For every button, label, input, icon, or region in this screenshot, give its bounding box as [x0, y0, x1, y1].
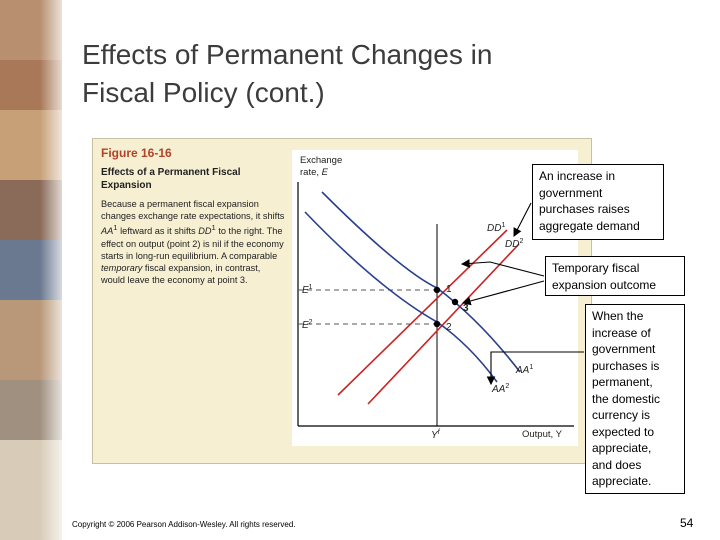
e2-label: E2 [302, 319, 313, 331]
caption-text: fiscal expansion, in contrast, would lea… [101, 263, 261, 286]
caption-dd: DD [198, 226, 212, 237]
point-2-label: 2 [446, 322, 452, 333]
callout-aggregate-demand: An increase in government purchases rais… [532, 164, 664, 240]
copyright-notice: Copyright © 2006 Pearson Addison-Wesley.… [72, 520, 296, 529]
dd1-letters: DD [487, 223, 501, 234]
caption-dd-sup: 1 [211, 223, 216, 233]
plot-area [292, 150, 578, 446]
figure-number: Figure 16-16 [101, 146, 172, 160]
caption-text: leftward as it shifts [117, 226, 199, 237]
x-axis-label: Output, Y [522, 429, 563, 440]
e2-sup: 2 [309, 319, 313, 326]
point-1-marker [433, 286, 441, 294]
dd2-letters: DD [505, 239, 519, 250]
y-axis-label-rate: rate, E [300, 167, 329, 178]
caption-aa: AA [101, 226, 114, 237]
aa1-sup: 1 [529, 364, 533, 371]
y-axis-label-line: Exchange [300, 155, 342, 166]
dd2-sup: 2 [519, 238, 523, 245]
point-3-label: 3 [463, 303, 469, 314]
callout-permanent-increase: When the increase of government purchase… [585, 304, 685, 494]
e1-sup: 1 [309, 284, 313, 291]
e1-letter: E [302, 285, 309, 296]
figure-title: Effects of a Permanent Fiscal Expansion [101, 167, 241, 191]
aa1-curve [321, 191, 521, 373]
figure-caption: Because a permanent fiscal expansion cha… [101, 198, 285, 286]
dd2-label: DD2 [505, 238, 523, 250]
caption-temporary: temporary [101, 263, 143, 274]
x-tick-sup: f [438, 429, 441, 436]
caption-text: Because a permanent fiscal expansion cha… [101, 199, 285, 222]
decorative-fade [40, 0, 70, 540]
permanent-callout-arrow [486, 351, 584, 386]
aa2-letters: AA [491, 384, 506, 395]
slide-title: Effects of Permanent Changes in Fiscal P… [82, 39, 493, 108]
caption-text: to the right. The effect on output (poin… [101, 226, 284, 261]
page-number: 54 [680, 516, 694, 530]
caption-aa-sup: 1 [113, 223, 118, 233]
y-axis-label: Exchange [300, 155, 342, 166]
demand-callout-arrow [513, 202, 532, 237]
temporary-callout-arrow [460, 259, 545, 277]
dd2-curve [367, 243, 520, 405]
point-1-label: 1 [446, 284, 452, 295]
dd1-label: DD1 [487, 222, 505, 234]
dd1-sup: 1 [501, 222, 505, 229]
e2-letter: E [302, 320, 309, 331]
e1-label: E1 [302, 284, 313, 296]
aa2-label: AA2 [491, 383, 509, 395]
temporary-point-arrow [461, 280, 545, 306]
aa2-curve [304, 211, 498, 383]
callout-temporary-expansion: Temporary fiscal expansion outcome [545, 256, 685, 296]
y-axis-symbol: E [322, 167, 329, 178]
x-tick-letter: Y [431, 430, 439, 441]
point-2-marker [433, 320, 441, 328]
point-3-marker [451, 298, 459, 306]
x-tick-label: Yf [431, 429, 441, 441]
aa1-label: AA1 [515, 364, 533, 376]
aa2-sup: 2 [505, 383, 509, 390]
aa1-letters: AA [515, 365, 530, 376]
